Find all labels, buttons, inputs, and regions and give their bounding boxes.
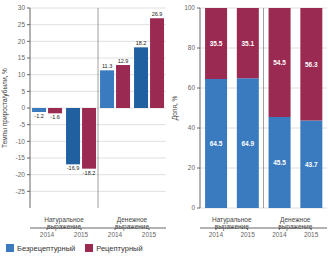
- svg-text:Натуральноевыражение: Натуральноевыражение: [212, 216, 252, 231]
- svg-text:Денежноевыражение: Денежноевыражение: [278, 216, 313, 231]
- svg-text:20: 20: [188, 164, 196, 171]
- svg-text:2014: 2014: [209, 231, 224, 238]
- svg-text:Денежноевыражение: Денежноевыражение: [115, 216, 150, 231]
- svg-text:26.9: 26.9: [152, 11, 163, 17]
- svg-text:0: 0: [21, 104, 25, 111]
- svg-text:2015: 2015: [240, 231, 255, 238]
- svg-text:35.5: 35.5: [210, 40, 223, 47]
- svg-text:64.9: 64.9: [242, 140, 255, 147]
- html-text:Рецептурный: Рецептурный: [96, 243, 143, 253]
- svg-text:60: 60: [188, 84, 196, 91]
- svg-text:2015: 2015: [304, 231, 319, 238]
- svg-text:18.2: 18.2: [136, 40, 147, 46]
- svg-text:54.5: 54.5: [273, 59, 286, 66]
- svg-text:-1.2: -1.2: [34, 113, 43, 119]
- svg-text:-10: -10: [16, 138, 26, 145]
- svg-text:80: 80: [188, 44, 196, 51]
- svg-text:30: 30: [18, 4, 26, 11]
- svg-text:-15: -15: [16, 154, 26, 161]
- svg-text:-1.6: -1.6: [50, 114, 59, 120]
- svg-text:2014: 2014: [272, 231, 287, 238]
- svg-text:-25: -25: [16, 188, 26, 195]
- svg-text:45.5: 45.5: [273, 159, 286, 166]
- svg-text:-20: -20: [16, 171, 26, 178]
- svg-text:56.3: 56.3: [305, 61, 318, 68]
- svg-text:-5: -5: [19, 121, 25, 128]
- svg-text:35.1: 35.1: [242, 40, 255, 47]
- svg-text:Темпы прироста/убыли, %: Темпы прироста/убыли, %: [8, 68, 9, 148]
- svg-text:100: 100: [184, 4, 195, 11]
- svg-text:43.7: 43.7: [305, 161, 318, 168]
- svg-text:0: 0: [191, 204, 195, 211]
- svg-text:15: 15: [18, 54, 26, 61]
- html-text:Безрецептурный: Безрецептурный: [17, 243, 76, 253]
- svg-text:11.3: 11.3: [102, 63, 112, 69]
- svg-text:10: 10: [18, 71, 26, 78]
- svg-text:-18.2: -18.2: [83, 170, 96, 176]
- svg-text:2015: 2015: [74, 231, 89, 238]
- svg-text:12.9: 12.9: [118, 58, 129, 64]
- svg-text:20: 20: [18, 38, 26, 45]
- svg-text:2015: 2015: [142, 231, 157, 238]
- svg-text:2014: 2014: [40, 231, 55, 238]
- svg-text:40: 40: [188, 124, 196, 131]
- svg-text:25: 25: [18, 21, 26, 28]
- svg-text:64.5: 64.5: [210, 140, 223, 147]
- svg-text:5: 5: [21, 88, 25, 95]
- svg-text:Натуральноевыражение: Натуральноевыражение: [44, 216, 84, 231]
- svg-text:-16.9: -16.9: [67, 165, 80, 171]
- svg-text:Доля, %: Доля, %: [171, 95, 179, 120]
- svg-text:2014: 2014: [108, 231, 123, 238]
